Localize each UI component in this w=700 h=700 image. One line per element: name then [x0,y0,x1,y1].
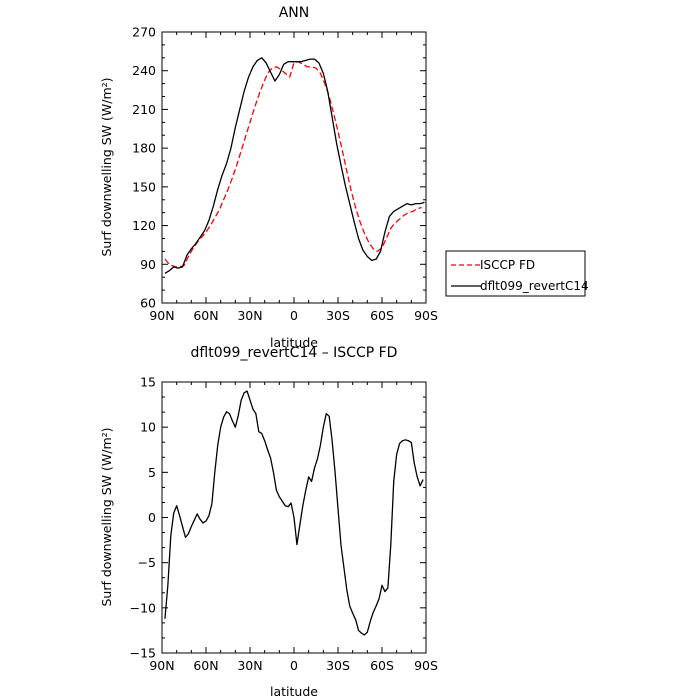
legend-label-isccp: ISCCP FD [480,258,535,272]
top-y-tick-label: 180 [132,141,156,156]
bottom-x-tick-label: 30N [237,658,262,673]
bottom-series-line-0 [164,390,424,636]
bottom-series-group [164,390,424,636]
top-y-tick-label: 210 [132,102,156,117]
top-y-tick-label: 270 [132,25,156,40]
top-y-tick-label: 90 [140,257,156,272]
bottom-y-tick-label: 0 [148,510,156,525]
bottom-x-tick-label: 60S [370,658,394,673]
bottom-x-tick-label: 30S [326,658,350,673]
top-x-tick-label: 60S [370,308,394,323]
top-series-group [164,57,425,274]
top-plot-frame [161,31,427,304]
top-x-tick-label: 60N [193,308,218,323]
top-series-line-0 [164,61,422,268]
bottom-x-tick-label: 90N [149,658,174,673]
top-y-tick-label: 120 [132,218,156,233]
bottom-y-tick-label: −5 [138,555,156,570]
top-series-line-1 [164,57,425,274]
legend: ISCCP FD dflt099_revertC14 [445,250,589,297]
top-y-tick-label: 150 [132,179,156,194]
top-y-tick-label: 60 [140,296,156,311]
bottom-y-tick-label: 10 [140,420,156,435]
bottom-x-tick-label: 60N [193,658,218,673]
bottom-y-tick-label: 5 [148,465,156,480]
top-x-tick-label: 90S [414,308,438,323]
bottom-x-tick-label: 0 [290,658,298,673]
top-x-tick-label: 0 [290,308,298,323]
bottom-ticks: 90N 60N 30N 0 30S 60S 90S −15 −10 −5 0 5 10 15 [130,375,438,674]
top-ticks: 90N 60N 30N 0 30S 60S 90S 60 90 120 150 180 210 240 27… [132,25,438,324]
bottom-y-tick-label: −10 [130,600,156,615]
top-chart-title: ANN [279,5,310,21]
bottom-y-axis-title: Surf downwelling SW (W/m²) [99,427,114,606]
bottom-x-axis-title: latitude [270,684,318,699]
bottom-chart-title: dflt099_revertC14 – ISCCP FD [191,345,398,361]
bottom-panel: dflt099_revertC14 – ISCCP FD 90N 60N 30N 0 3… [99,345,438,699]
top-panel: ANN 90N 60N 30N 0 30S 60S 90S 60 90 120 150 180 210 2… [99,5,589,350]
bottom-x-tick-label: 90S [414,658,438,673]
top-x-tick-label: 90N [149,308,174,323]
top-x-tick-label: 30S [326,308,350,323]
bottom-y-tick-label: −15 [130,646,156,661]
top-y-axis-title: Surf downwelling SW (W/m²) [99,77,114,256]
top-x-tick-label: 30N [237,308,262,323]
legend-label-model: dflt099_revertC14 [480,279,589,293]
top-x-axis-title: latitude [270,335,318,350]
top-y-tick-label: 240 [132,63,156,78]
legend-box [445,250,586,297]
bottom-y-tick-label: 15 [140,375,156,390]
